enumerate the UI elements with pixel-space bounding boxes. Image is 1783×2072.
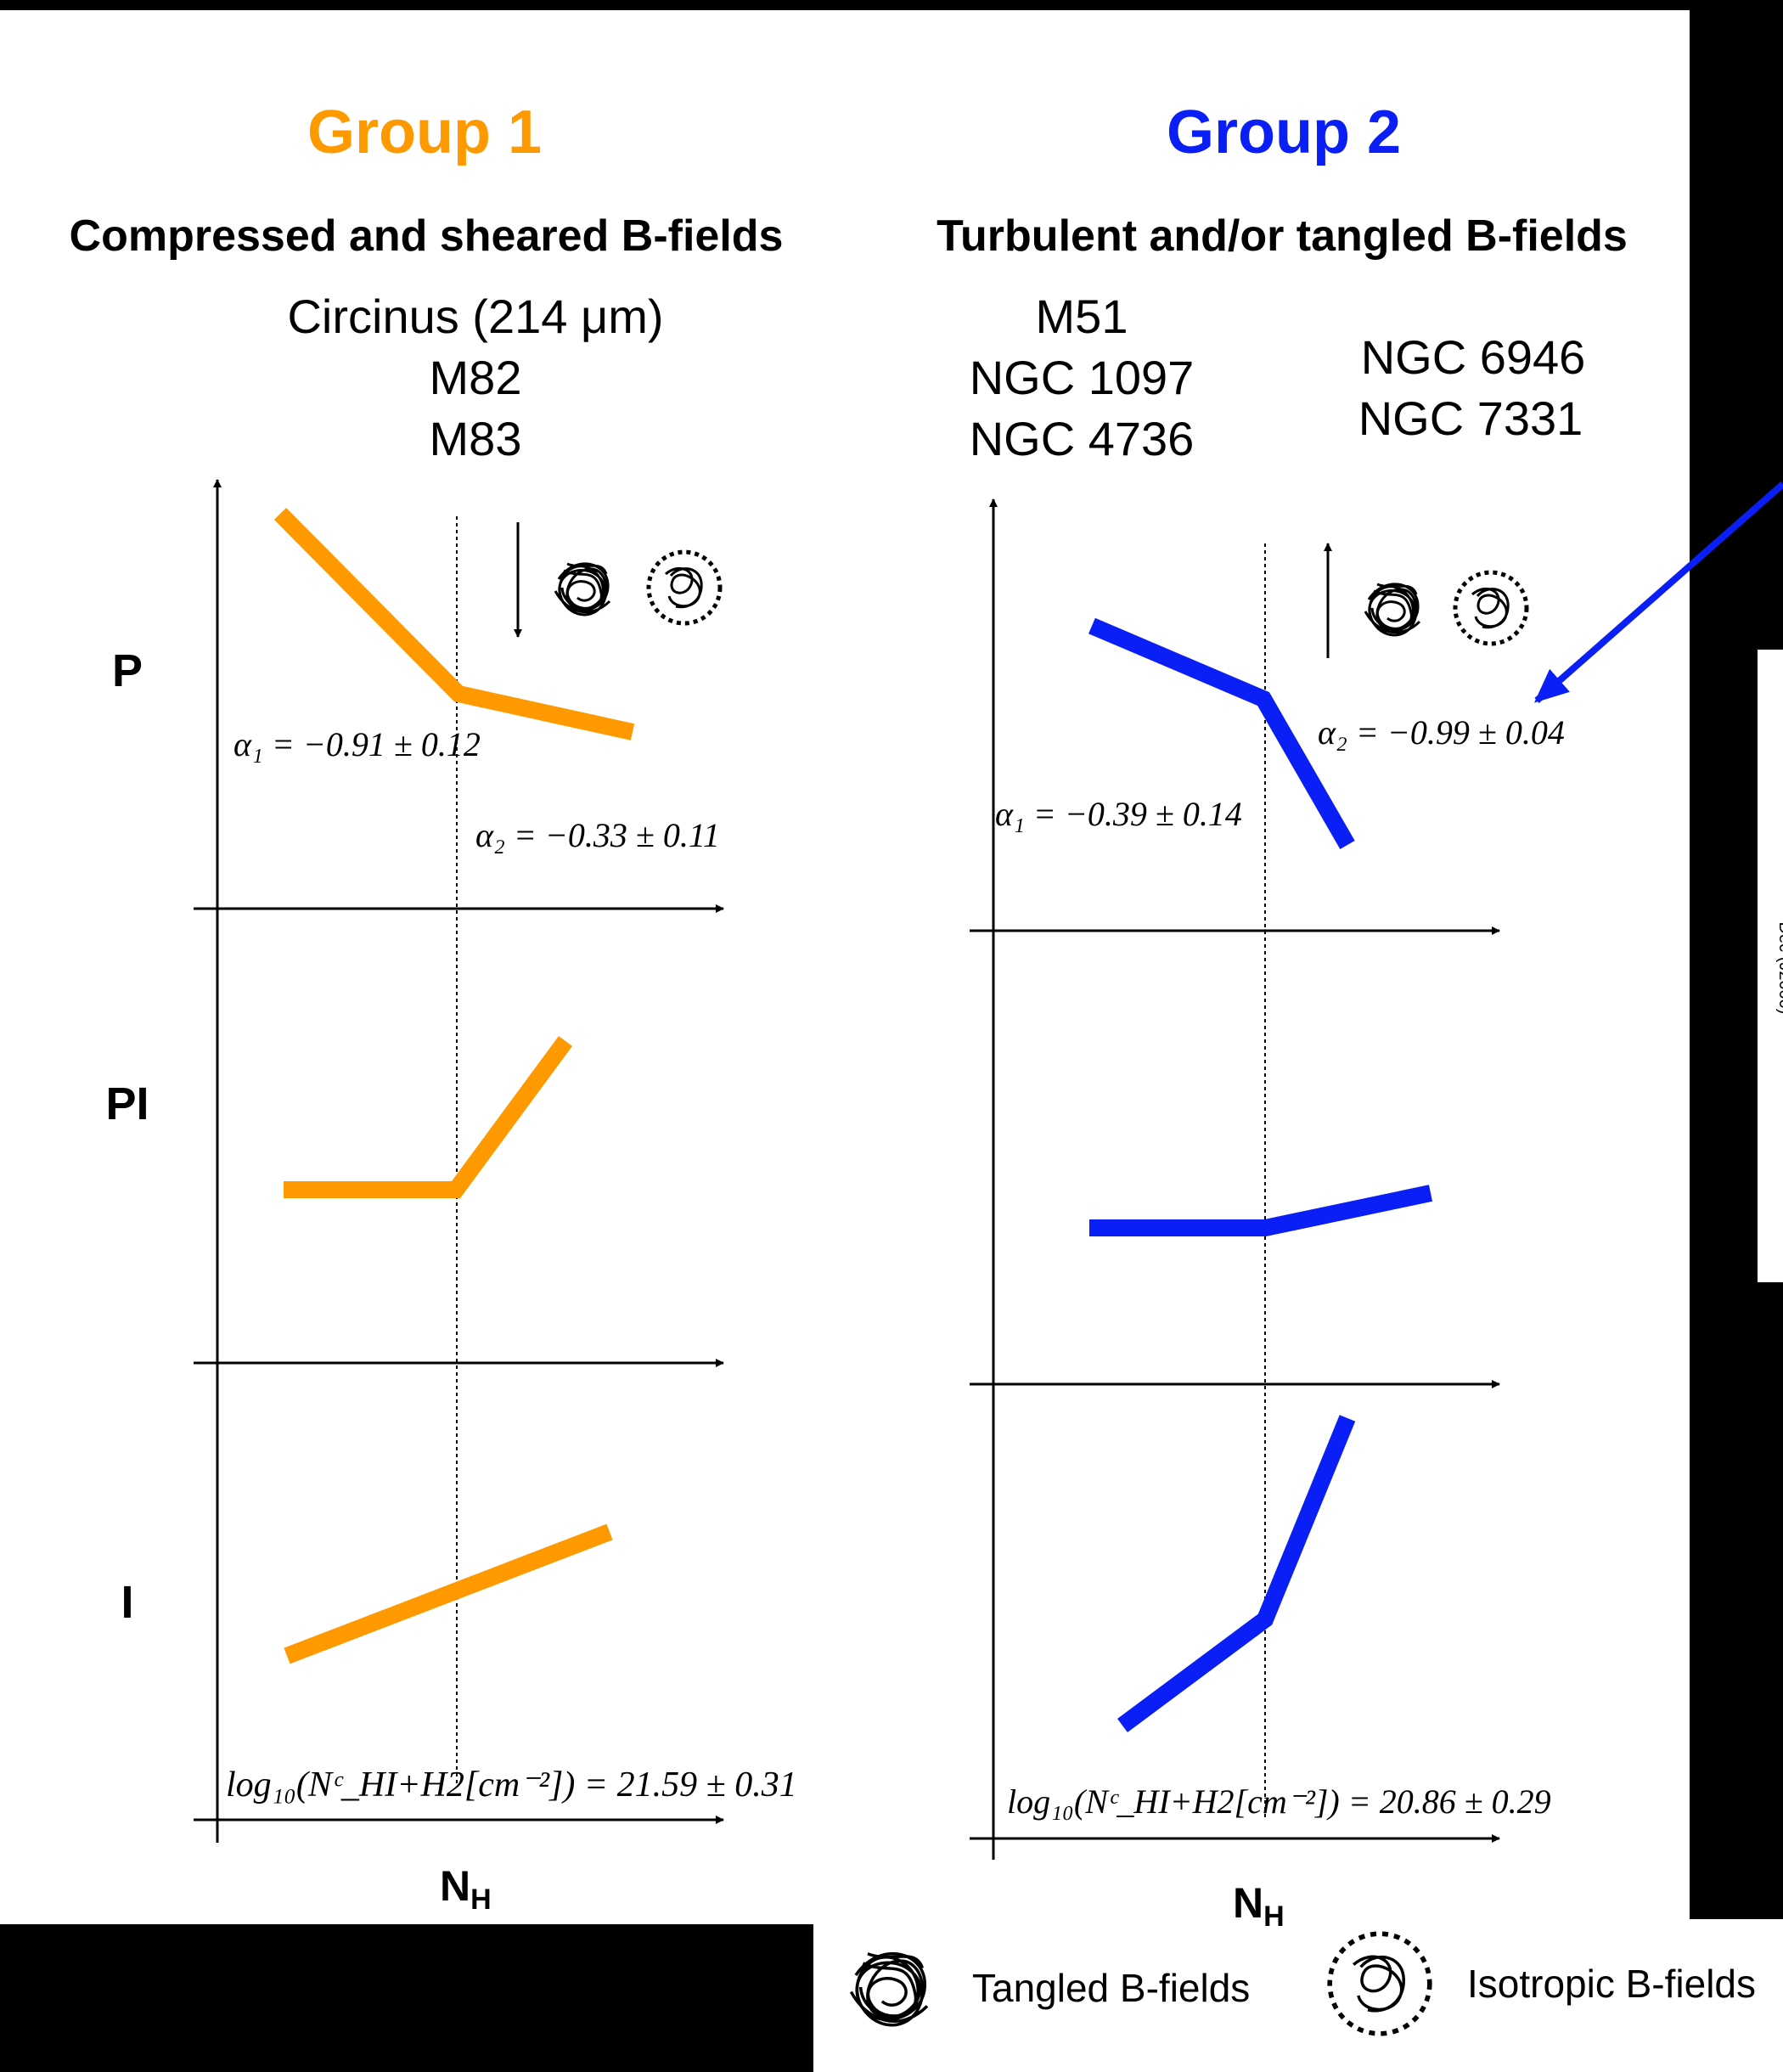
group2-i-curve (1117, 1415, 1356, 1733)
group2-pi-curve (1089, 1185, 1433, 1236)
group1-i-curve (284, 1523, 613, 1664)
tangled-field-icon (554, 562, 611, 617)
group2-subtitle: Turbulent and/or tangled B-fields (936, 211, 1628, 261)
group2-galaxy: NGC 6946 (1361, 330, 1586, 384)
group1-alpha2: α₂ = −0.33 ± 0.11 (475, 816, 720, 854)
isotropic-field-icon (1453, 570, 1529, 646)
group1-pi-curve (284, 1036, 573, 1198)
group2-galaxy: NGC 7331 (1358, 391, 1583, 445)
group1-break-label: log₁₀(Nᶜ_HI+H2[cm⁻²]) = 21.59 ± 0.31 (226, 1765, 797, 1805)
side-panel-axis-label: Dec (J2000) (1775, 922, 1783, 1015)
legend-background (813, 1919, 1783, 2072)
group2-p-curve (1088, 617, 1355, 849)
row-label-i: I (121, 1577, 133, 1628)
main-panel-background (0, 10, 1690, 1924)
group1-galaxy: M82 (430, 351, 522, 404)
group2-title: Group 2 (1167, 99, 1401, 166)
legend-tangled-label: Tangled B-fields (972, 1966, 1250, 2010)
group1-title: Group 1 (307, 99, 542, 166)
group2-galaxy: NGC 1097 (970, 351, 1195, 404)
group1-header: Group 1 Compressed and sheared B-fields … (70, 99, 784, 465)
group1-p-curve (273, 507, 635, 740)
tangled-field-icon (1364, 583, 1421, 637)
isotropic-field-icon (646, 549, 723, 626)
group2-galaxy: M51 (1036, 290, 1128, 343)
group1-xlabel: NH (440, 1862, 492, 1916)
group1-galaxy: M83 (430, 412, 522, 465)
group2-galaxy: NGC 4736 (970, 412, 1195, 465)
group2-xlabel: NH (1233, 1879, 1285, 1933)
pointer-arrow (1533, 481, 1783, 704)
group2-header: Group 2 Turbulent and/or tangled B-field… (936, 99, 1628, 465)
legend: Tangled B-fields Isotropic B-fields (849, 1931, 1756, 2036)
side-panel (1758, 650, 1783, 1282)
row-label-p: P (112, 645, 143, 696)
group2-break-label: log₁₀(Nᶜ_HI+H2[cm⁻²]) = 20.86 ± 0.29 (1007, 1782, 1551, 1821)
group1-alpha1: α₁ = −0.91 ± 0.12 (233, 725, 481, 763)
group1-subtitle: Compressed and sheared B-fields (70, 211, 784, 261)
row-label-pi: PI (105, 1078, 149, 1129)
group1-axes (194, 479, 724, 1843)
isotropic-field-icon (1327, 1931, 1432, 2036)
group2-alpha2: α₂ = −0.99 ± 0.04 (1318, 713, 1565, 752)
tangled-field-icon (849, 1952, 929, 2027)
legend-isotropic-label: Isotropic B-fields (1467, 1962, 1756, 2006)
group1-galaxy: Circinus (214 μm) (287, 290, 663, 343)
group2-alpha1: α₁ = −0.39 ± 0.14 (995, 795, 1242, 833)
